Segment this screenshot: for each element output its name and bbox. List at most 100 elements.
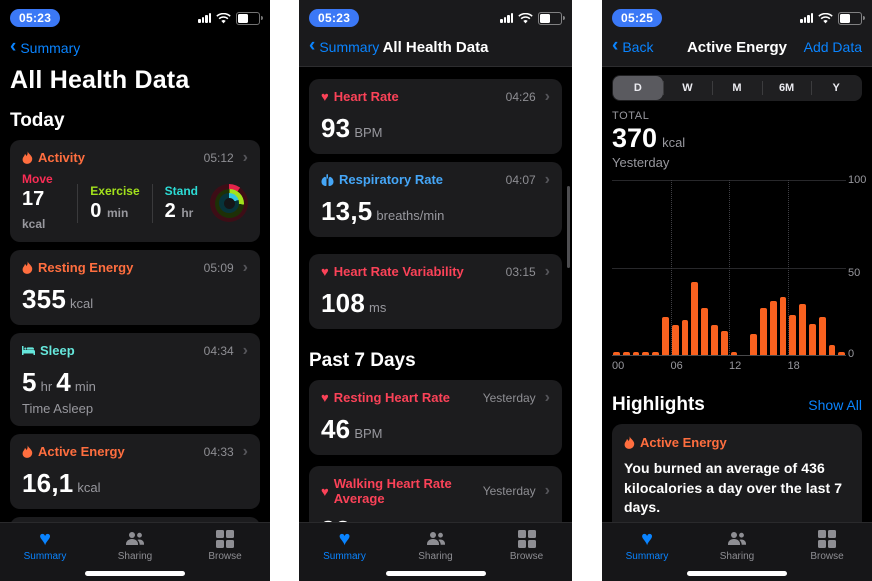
tab-sharing[interactable]: Sharing <box>100 530 170 562</box>
card-title: Respiratory Rate <box>339 172 444 187</box>
highlights-title: Highlights <box>612 394 705 415</box>
activity-stats: Move 17 kcal Exercise 0 min Stand 2 hr <box>22 172 248 234</box>
chart-bar-hour-2 <box>632 351 640 355</box>
card-activity[interactable]: Activity 05:12 › Move 17 kcal Exercise 0… <box>10 140 260 242</box>
heart-icon: ♥ <box>321 483 329 499</box>
cellular-signal-icon <box>198 13 211 23</box>
card-sleep[interactable]: Sleep 04:34 › 5 hr 4 min Time Asleep <box>10 333 260 426</box>
chart-bar-hour-7 <box>681 320 689 355</box>
exercise-value: 0 <box>90 199 102 222</box>
tab-browse[interactable]: Browse <box>190 530 260 562</box>
tab-summary[interactable]: ♥ Summary <box>310 528 380 562</box>
chart-bar-hour-10 <box>710 325 718 355</box>
flame-icon <box>22 261 33 274</box>
card-title: Resting Energy <box>38 260 134 275</box>
section-today: Today <box>10 110 65 131</box>
battery-icon <box>236 11 263 25</box>
highlight-card-active-energy[interactable]: Active Energy You burned an average of 4… <box>612 424 862 580</box>
sleep-hours: 5 <box>22 367 37 397</box>
page-title: All Health Data <box>10 66 190 94</box>
card-unit: BPM <box>354 125 383 140</box>
card-title: Active Energy <box>38 444 125 459</box>
chevron-left-icon: ‹ <box>612 35 619 56</box>
tab-summary[interactable]: ♥ Summary <box>10 528 80 562</box>
chevron-left-icon: ‹ <box>10 36 17 57</box>
chevron-right-icon: › <box>544 388 550 406</box>
card-title: Active Energy <box>640 435 727 450</box>
card-value: 46 <box>321 414 351 444</box>
stat-exercise: Exercise 0 min <box>77 183 151 223</box>
card-heart-rate-variability[interactable]: ♥ Heart Rate Variability 03:15 › 108 ms <box>309 254 562 329</box>
tab-label: Summary <box>23 551 67 562</box>
section-past-7-days: Past 7 Days <box>309 350 416 371</box>
card-respiratory-rate[interactable]: Respiratory Rate 04:07 › 13,5 breaths/mi… <box>309 162 562 237</box>
wifi-icon <box>818 12 833 24</box>
grid-icon <box>517 530 536 548</box>
tab-label: Browse <box>208 551 242 562</box>
heart-icon: ♥ <box>641 528 653 550</box>
total-unit: kcal <box>662 135 686 150</box>
status-bar: 05:25 <box>602 0 872 30</box>
tab-summary[interactable]: ♥ Summary <box>612 528 682 562</box>
tab-label: Summary <box>625 551 669 562</box>
segment-week[interactable]: W <box>662 76 713 100</box>
back-link-summary[interactable]: ‹ Summary <box>309 36 379 55</box>
card-title: Activity <box>38 150 85 165</box>
phone-panel-all-health-data-scrolled: 05:23 ‹ Summary All Health Data ♥ Hea <box>299 0 572 581</box>
segment-day[interactable]: D <box>613 76 663 100</box>
scrollbar[interactable] <box>567 186 570 268</box>
chart-bar-hour-12 <box>730 351 738 355</box>
wifi-icon <box>216 12 231 24</box>
segment-year[interactable]: Y <box>811 76 861 100</box>
card-resting-heart-rate[interactable]: ♥ Resting Heart Rate Yesterday › 46 BPM <box>309 380 562 455</box>
people-icon <box>424 530 448 548</box>
stat-move: Move 17 kcal <box>22 172 77 234</box>
y-axis-tick-50: 50 <box>848 267 861 279</box>
tab-browse[interactable]: Browse <box>792 530 862 562</box>
home-indicator[interactable] <box>385 571 486 576</box>
total-period: Yesterday <box>612 155 670 170</box>
x-axis-tick-12: 12 <box>729 360 742 372</box>
back-button[interactable]: ‹ Back <box>612 35 653 56</box>
card-title: Resting Heart Rate <box>333 390 451 405</box>
chart-bar-hour-19 <box>799 304 806 355</box>
chart-bar-hour-3 <box>642 351 650 355</box>
segment-6months[interactable]: 6M <box>761 76 812 100</box>
move-label: Move <box>22 172 53 186</box>
add-data-button[interactable]: Add Data <box>803 39 862 55</box>
tab-browse[interactable]: Browse <box>492 530 562 562</box>
card-resting-energy[interactable]: Resting Energy 05:09 › 355 kcal <box>10 250 260 325</box>
exercise-label: Exercise <box>90 183 140 198</box>
lungs-icon <box>321 173 334 186</box>
chevron-right-icon: › <box>544 170 550 188</box>
back-link-summary[interactable]: ‹ Summary <box>10 36 260 57</box>
active-energy-bar-chart[interactable]: 100 50 0 00 06 12 18 <box>612 174 866 372</box>
chevron-right-icon: › <box>544 87 550 105</box>
chart-bar-hour-0 <box>613 351 620 355</box>
show-all-link[interactable]: Show All <box>808 397 862 413</box>
segment-month[interactable]: M <box>712 76 762 100</box>
tab-label: Browse <box>509 551 544 562</box>
home-indicator[interactable] <box>687 571 787 576</box>
heart-icon: ♥ <box>321 390 329 405</box>
chevron-right-icon: › <box>544 262 550 280</box>
tab-label: Sharing <box>117 551 153 562</box>
stand-label: Stand <box>164 183 198 198</box>
home-indicator[interactable] <box>85 571 185 576</box>
tab-sharing[interactable]: Sharing <box>401 530 471 562</box>
move-value: 17 <box>22 188 45 210</box>
card-title: Sleep <box>40 343 75 358</box>
card-heart-rate[interactable]: ♥ Heart Rate 04:26 › 93 BPM <box>309 79 562 154</box>
status-icons <box>800 11 865 25</box>
card-active-energy[interactable]: Active Energy 04:33 › 16,1 kcal <box>10 434 260 509</box>
card-value: 108 <box>321 288 365 318</box>
tab-sharing[interactable]: Sharing <box>702 530 772 562</box>
heart-icon: ♥ <box>338 528 351 550</box>
x-axis-tick-18: 18 <box>787 360 800 372</box>
card-time: 04:33 <box>203 444 234 459</box>
sleep-subtitle: Time Asleep <box>22 401 94 416</box>
total-label: TOTAL <box>612 110 650 122</box>
chart-bar-hour-4 <box>652 351 659 355</box>
chart-bar-hour-22 <box>828 344 836 355</box>
heart-icon: ♥ <box>39 528 51 550</box>
